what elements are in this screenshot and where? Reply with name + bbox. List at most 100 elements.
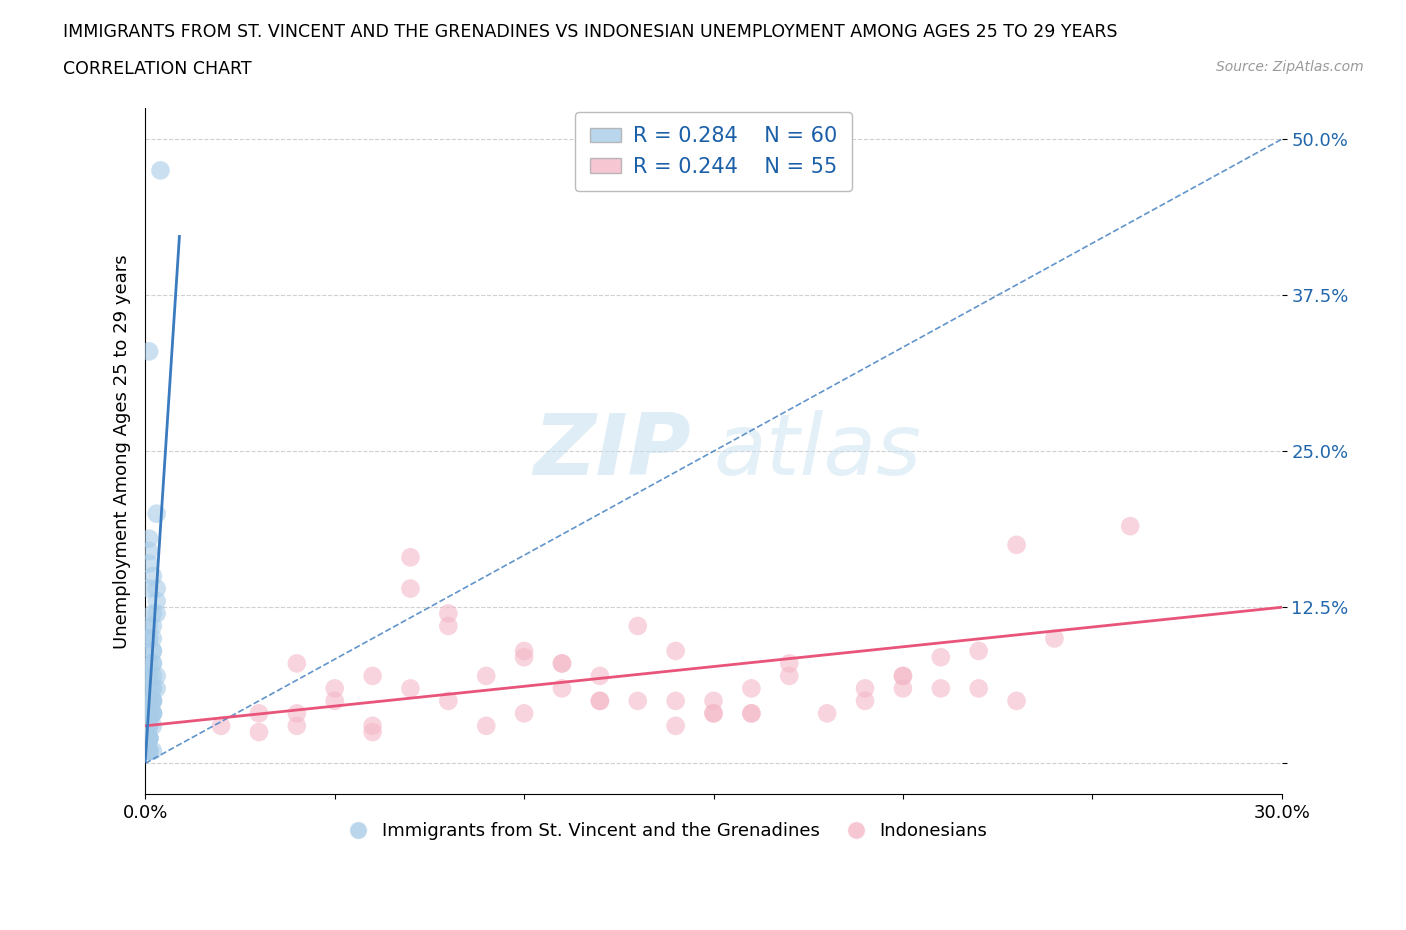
Point: [551, 656, 574, 671]
Point: [145, 669, 167, 684]
Text: IMMIGRANTS FROM ST. VINCENT AND THE GRENADINES VS INDONESIAN UNEMPLOYMENT AMONG : IMMIGRANTS FROM ST. VINCENT AND THE GREN…: [63, 23, 1118, 41]
Point: [142, 694, 165, 709]
Point: [1043, 631, 1066, 646]
Point: [149, 163, 172, 178]
Text: CORRELATION CHART: CORRELATION CHART: [63, 60, 252, 78]
Point: [285, 718, 308, 733]
Point: [138, 743, 160, 758]
Point: [142, 644, 165, 658]
Point: [138, 618, 160, 633]
Point: [285, 706, 308, 721]
Point: [142, 656, 165, 671]
Point: [138, 706, 160, 721]
Point: [142, 706, 165, 721]
Point: [815, 706, 838, 721]
Point: [513, 706, 536, 721]
Point: [142, 694, 165, 709]
Point: [1005, 538, 1028, 552]
Point: [627, 694, 650, 709]
Y-axis label: Unemployment Among Ages 25 to 29 years: Unemployment Among Ages 25 to 29 years: [114, 254, 131, 648]
Point: [142, 743, 165, 758]
Point: [145, 606, 167, 621]
Legend: Immigrants from St. Vincent and the Grenadines, Indonesians: Immigrants from St. Vincent and the Gren…: [342, 815, 994, 847]
Point: [399, 581, 422, 596]
Point: [145, 681, 167, 696]
Point: [891, 669, 914, 684]
Point: [138, 556, 160, 571]
Point: [142, 718, 165, 733]
Point: [513, 650, 536, 665]
Point: [627, 618, 650, 633]
Point: [138, 718, 160, 733]
Point: [138, 731, 160, 746]
Point: [513, 644, 536, 658]
Point: [853, 681, 876, 696]
Point: [551, 681, 574, 696]
Point: [138, 731, 160, 746]
Point: [142, 606, 165, 621]
Point: [967, 681, 990, 696]
Point: [891, 681, 914, 696]
Point: [142, 706, 165, 721]
Text: Source: ZipAtlas.com: Source: ZipAtlas.com: [1216, 60, 1364, 74]
Point: [138, 743, 160, 758]
Point: [740, 706, 762, 721]
Point: [361, 669, 384, 684]
Point: [475, 718, 498, 733]
Point: [138, 731, 160, 746]
Point: [138, 581, 160, 596]
Point: [399, 681, 422, 696]
Point: [665, 644, 688, 658]
Point: [702, 706, 724, 721]
Point: [142, 706, 165, 721]
Point: [740, 681, 762, 696]
Point: [475, 669, 498, 684]
Point: [323, 681, 346, 696]
Point: [1119, 519, 1142, 534]
Point: [138, 694, 160, 709]
Point: [145, 593, 167, 608]
Point: [142, 681, 165, 696]
Point: [138, 743, 160, 758]
Point: [247, 724, 270, 739]
Point: [138, 706, 160, 721]
Point: [437, 694, 460, 709]
Point: [361, 724, 384, 739]
Point: [589, 694, 612, 709]
Point: [138, 669, 160, 684]
Text: atlas: atlas: [713, 410, 921, 493]
Point: [138, 531, 160, 546]
Point: [138, 743, 160, 758]
Point: [142, 706, 165, 721]
Point: [142, 568, 165, 583]
Point: [142, 656, 165, 671]
Point: [138, 743, 160, 758]
Point: [589, 669, 612, 684]
Point: [138, 681, 160, 696]
Point: [138, 344, 160, 359]
Point: [209, 718, 232, 733]
Point: [967, 644, 990, 658]
Point: [142, 631, 165, 646]
Point: [437, 606, 460, 621]
Point: [142, 669, 165, 684]
Point: [361, 718, 384, 733]
Point: [891, 669, 914, 684]
Point: [138, 731, 160, 746]
Point: [702, 694, 724, 709]
Point: [138, 743, 160, 758]
Point: [702, 706, 724, 721]
Point: [138, 718, 160, 733]
Point: [247, 706, 270, 721]
Point: [929, 650, 952, 665]
Point: [138, 631, 160, 646]
Point: [145, 581, 167, 596]
Point: [142, 644, 165, 658]
Text: ZIP: ZIP: [533, 410, 690, 493]
Point: [740, 706, 762, 721]
Point: [323, 694, 346, 709]
Point: [551, 656, 574, 671]
Point: [142, 618, 165, 633]
Point: [138, 544, 160, 559]
Point: [138, 656, 160, 671]
